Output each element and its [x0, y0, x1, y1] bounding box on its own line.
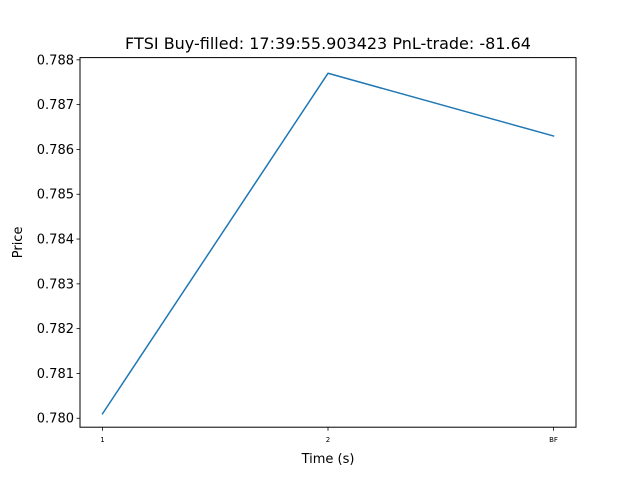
y-tick-label: 0.784 — [37, 233, 74, 248]
series-layer — [101, 72, 555, 415]
y-tick-label: 0.785 — [37, 188, 74, 203]
y-axis-label: Price — [11, 227, 26, 259]
x-tick-label: 2 — [326, 436, 330, 444]
x-axis-label: Time (s) — [301, 452, 355, 467]
y-tick-label: 0.787 — [37, 98, 74, 113]
y-tick-label: 0.788 — [37, 53, 74, 68]
x-axis: 1 2 BF — [100, 427, 558, 444]
plot-area-frame — [79, 57, 577, 428]
y-tick-label: 0.780 — [37, 412, 74, 427]
x-tick-label: BF — [549, 436, 558, 444]
y-tick-label: 0.781 — [37, 367, 74, 382]
y-tick-label: 0.786 — [37, 143, 74, 158]
y-tick-label: 0.782 — [37, 322, 74, 337]
series-line — [101, 72, 555, 415]
x-tick-label: 1 — [100, 436, 104, 444]
chart-title: FTSI Buy-filled: 17:39:55.903423 PnL-tra… — [125, 34, 531, 53]
y-axis: 0.780 0.781 0.782 0.783 0.784 0.785 0.786 0.787… — [37, 53, 80, 427]
y-tick-label: 0.783 — [37, 277, 74, 292]
